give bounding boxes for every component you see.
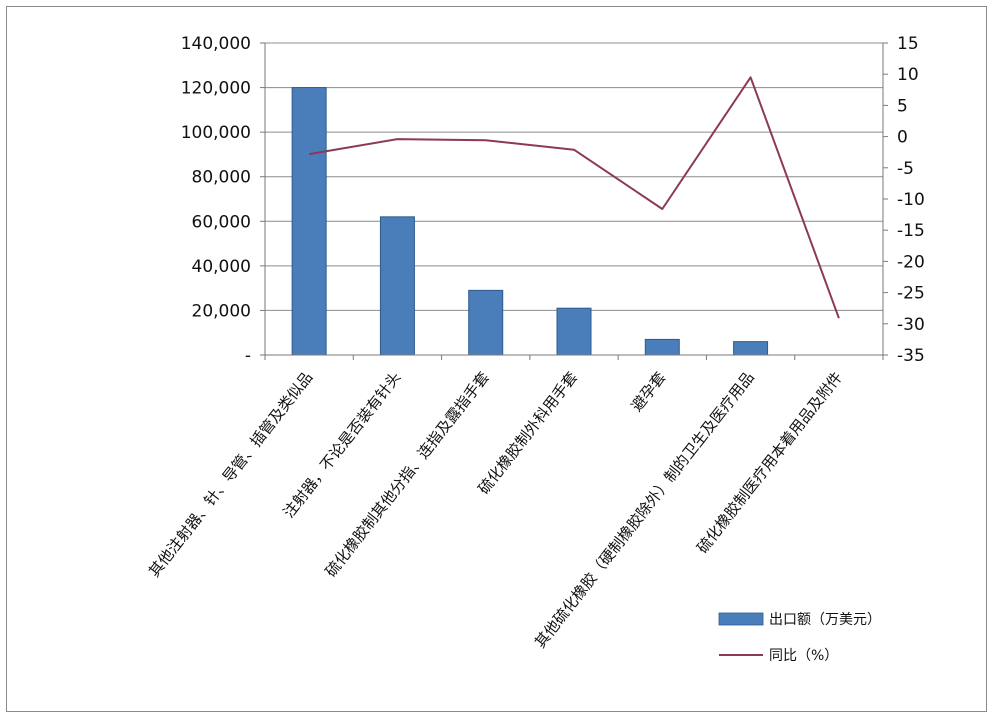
bar	[556, 307, 592, 356]
legend-bar-swatch	[718, 612, 764, 626]
line-series	[308, 76, 840, 319]
bar	[468, 289, 504, 356]
bar-series	[291, 87, 769, 356]
bar	[291, 87, 327, 356]
legend-bar-label: 出口额（万美元）	[769, 612, 881, 628]
left-tick-label: 20,000	[192, 301, 251, 321]
category-label: 其他注射器、针、导管、插管及类似品	[145, 368, 316, 580]
right-tick-label: -15	[897, 221, 925, 241]
legend-line-label: 同比（%）	[769, 648, 838, 664]
bar	[379, 216, 415, 356]
right-axis-ticks: -35 -30 -25 -20 -15 -10 -5 0 5 10 15	[883, 34, 925, 366]
bar	[733, 341, 769, 356]
legend: 出口额（万美元） 同比（%）	[718, 612, 881, 664]
left-tick-label: 140,000	[181, 34, 251, 54]
right-tick-label: 5	[897, 96, 908, 116]
right-tick-label: -20	[897, 252, 925, 272]
left-tick-label: 40,000	[192, 257, 251, 277]
left-tick-label: -	[245, 346, 251, 366]
gridlines	[265, 42, 883, 356]
left-tick-label: 80,000	[192, 168, 251, 188]
category-label: 硫化橡胶制医疗用本着用品及附件	[693, 368, 846, 556]
bar	[644, 338, 680, 356]
right-tick-label: -30	[897, 315, 925, 335]
category-label: 避孕套	[628, 368, 670, 415]
category-labels: 其他注射器、针、导管、插管及类似品注射器，不论是否装有针头硫化橡胶制其他分指、连…	[145, 368, 846, 651]
left-tick-label: 100,000	[181, 123, 251, 143]
chart-frame: - 20,000 40,000 60,000 80,000 100,000 120,000 1…	[6, 6, 987, 712]
right-tick-label: 10	[897, 65, 919, 85]
category-label: 硫化橡胶制外科用手套	[475, 368, 582, 497]
right-tick-label: -5	[897, 159, 914, 179]
combo-chart: - 20,000 40,000 60,000 80,000 100,000 120,000 1…	[145, 34, 925, 664]
right-tick-label: -25	[897, 284, 925, 304]
right-tick-label: -35	[897, 346, 925, 366]
left-tick-label: 60,000	[192, 212, 251, 232]
right-tick-label: 15	[897, 34, 919, 54]
category-label: 硫化橡胶制其他分指、连指及露指手套	[322, 368, 493, 580]
right-tick-label: 0	[897, 128, 908, 148]
left-axis-ticks: - 20,000 40,000 60,000 80,000 100,000 120,000 1…	[181, 34, 265, 366]
left-tick-label: 120,000	[181, 79, 251, 99]
right-tick-label: -10	[897, 190, 925, 210]
